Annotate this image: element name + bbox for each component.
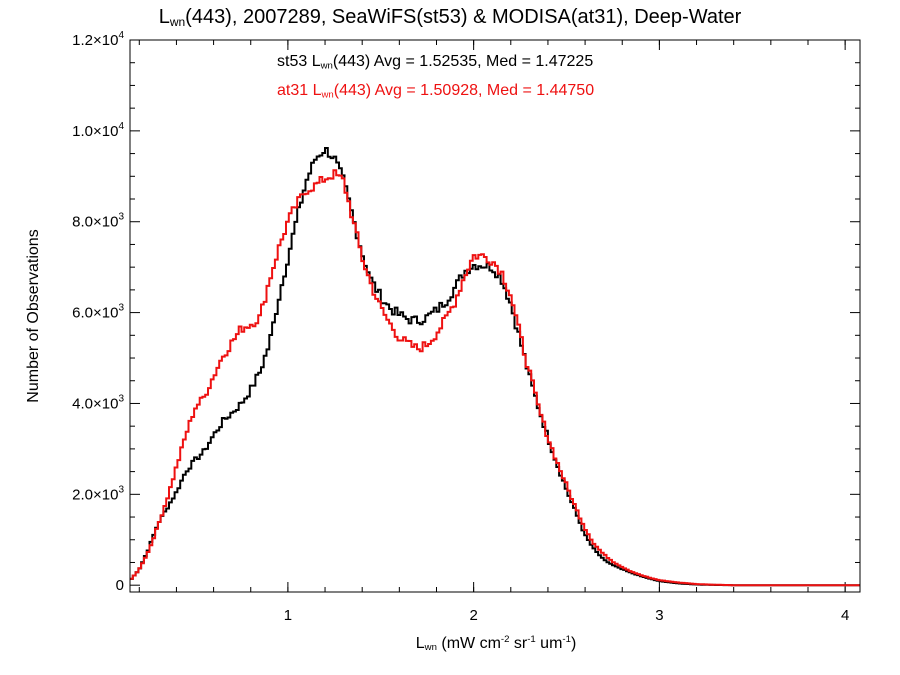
series-line-at31: [130, 169, 860, 587]
y-tick-label: 8.0×103: [72, 212, 124, 231]
series-layer: [130, 147, 860, 587]
tick-labels: 1 2 3 4 0 2.0×103 4.0×103 6.0×103 8.0×103 1.0×104…: [72, 30, 849, 624]
x-tick-label: 1: [284, 607, 292, 624]
series-line-st53: [130, 147, 860, 587]
x-tick-label: 4: [841, 607, 849, 624]
y-tick-label: 1.0×104: [72, 121, 124, 140]
x-tick-label: 3: [655, 607, 663, 624]
plot-frame: [129, 39, 861, 593]
y-tick-label: 6.0×103: [72, 303, 124, 322]
x-tick-label: 2: [469, 607, 477, 624]
y-axis-label: Number of Observations: [25, 229, 42, 403]
axis-ticks: [130, 39, 860, 592]
y-tick-label: 2.0×103: [72, 484, 124, 503]
y-tick-label: 0: [116, 577, 124, 594]
legend-entry-at31: at31 Lwn(443) Avg = 1.50928, Med = 1.447…: [277, 82, 595, 101]
legend-entry-st53: st53 Lwn(443) Avg = 1.52535, Med = 1.472…: [277, 53, 594, 72]
x-axis-label: Lwn (mW cm-2 sr-1 um-1): [415, 634, 577, 654]
y-tick-label: 1.2×104: [72, 30, 124, 49]
y-tick-label: 4.0×103: [72, 393, 124, 412]
chart-title: Lwn(443), 2007289, SeaWiFS(st53) & MODIS…: [158, 6, 742, 29]
